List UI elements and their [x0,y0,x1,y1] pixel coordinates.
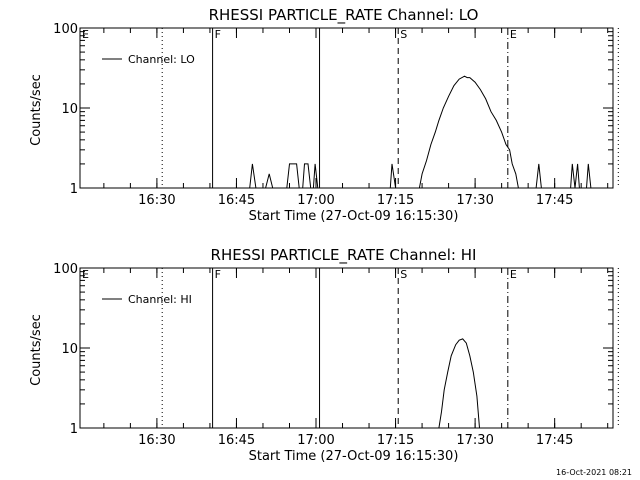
x-tick-label: 16:45 [218,433,255,448]
y-axis-label: Counts/sec [29,314,44,386]
plot-frame [79,27,614,189]
event-label: E [510,268,517,281]
y-tick-label: 100 [53,262,78,277]
corner-event-label: E [82,28,89,41]
chart-panel-1: RHESSI PARTICLE_RATE Channel: HI F S E E 1 10 1… [29,246,619,464]
series-line [438,338,480,429]
legend-label: Channel: HI [128,293,192,306]
y-tick-label: 100 [53,22,78,37]
event-label: F [215,268,221,281]
x-tick-label: 17:15 [377,193,414,208]
series-line [80,75,613,189]
event-label: S [400,268,407,281]
corner-event-label: E [82,268,89,281]
y-axis-label: Counts/sec [29,74,44,146]
event-label: F [215,28,221,41]
x-tick-label: 17:45 [536,433,573,448]
plot-frame [79,267,614,429]
y-tick-label: 1 [70,422,78,437]
x-tick-label: 16:45 [218,193,255,208]
x-tick-label: 17:30 [456,433,493,448]
timestamp-stamp: 16-Oct-2021 08:21 [556,468,632,477]
x-tick-label: 16:30 [138,433,175,448]
event-label: E [510,28,517,41]
x-tick-label: 17:30 [456,193,493,208]
y-tick-label: 10 [61,342,78,357]
x-axis-label: Start Time (27-Oct-09 16:15:30) [249,449,459,464]
y-tick-label: 1 [70,182,78,197]
x-tick-label: 16:30 [138,193,175,208]
legend-label: Channel: LO [128,53,195,66]
x-tick-label: 17:00 [297,433,334,448]
event-label: S [400,28,407,41]
x-axis-label: Start Time (27-Oct-09 16:15:30) [249,209,459,224]
y-tick-label: 10 [61,102,78,117]
chart-panel-0: RHESSI PARTICLE_RATE Channel: LO F S E E 1 10 1… [29,6,619,224]
chart-title: RHESSI PARTICLE_RATE Channel: LO [209,6,479,25]
x-tick-label: 17:15 [377,433,414,448]
x-tick-label: 17:45 [536,193,573,208]
chart-title: RHESSI PARTICLE_RATE Channel: HI [211,246,477,265]
x-tick-label: 17:00 [297,193,334,208]
